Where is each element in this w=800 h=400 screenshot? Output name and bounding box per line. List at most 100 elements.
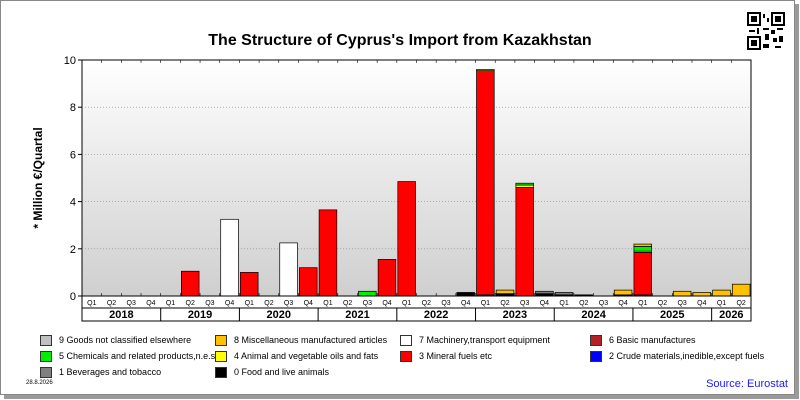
y-tick-label: 2 [70, 244, 76, 256]
y-tick-label: 6 [70, 149, 76, 161]
year-label: 2022 [424, 309, 448, 321]
y-axis-label: * Million €/Quartal [31, 127, 45, 228]
y-tick-label: 8 [70, 102, 76, 114]
legend-label: 0 Food and live animals [234, 367, 330, 377]
x-tick-label: Q2 [736, 300, 745, 307]
x-tick-label: Q3 [127, 300, 136, 307]
x-tick-label: Q4 [540, 300, 549, 307]
x-tick-label: Q1 [87, 300, 96, 307]
x-tick-label: Q4 [618, 300, 627, 307]
bar-segment [633, 251, 652, 296]
bar-segment [515, 187, 534, 297]
x-tick-label: Q1 [402, 300, 411, 307]
x-tick-label: Q3 [284, 300, 293, 307]
legend-label: 3 Mineral fuels etc [419, 351, 493, 361]
x-tick-label: Q3 [441, 300, 450, 307]
bar-segment [633, 246, 652, 252]
legend-swatch [40, 351, 52, 362]
x-tick-label: Q4 [146, 300, 155, 307]
legend-swatch [215, 367, 227, 378]
chart-legend: 9 Goods not classified elsewhere 8 Miscel… [40, 335, 764, 387]
x-tick-label: Q1 [166, 300, 175, 307]
bar-segment [613, 289, 633, 296]
legend-label: 8 Miscellaneous manufactured articles [234, 335, 388, 345]
legend-swatch [590, 335, 602, 346]
year-label: 2026 [719, 309, 743, 321]
x-tick-label: Q3 [599, 300, 608, 307]
legend-swatch [40, 335, 52, 346]
bar-segment [476, 69, 495, 71]
x-tick-label: Q2 [186, 300, 195, 307]
y-tick-label: 10 [64, 55, 76, 67]
x-tick-label: Q4 [304, 300, 313, 307]
bar-segment [358, 290, 377, 297]
x-tick-label: Q1 [717, 300, 726, 307]
legend-swatch [400, 335, 412, 346]
x-tick-label: Q1 [638, 300, 647, 307]
y-axis: 0 2 4 6 8 10 [64, 55, 82, 303]
bar-segment [456, 292, 475, 297]
bar-segment [731, 283, 751, 297]
bar-segment [495, 289, 515, 294]
bar-segment [240, 272, 259, 297]
year-row [81, 307, 752, 322]
quarter-row [81, 295, 752, 309]
qr-code-icon [747, 12, 785, 50]
x-tick-label: Q2 [658, 300, 667, 307]
y-tick-label: 0 [70, 291, 76, 303]
x-tick-label: Q4 [697, 300, 706, 307]
date-label: 28.8.2026 [26, 380, 53, 386]
year-label: 2020 [267, 309, 291, 321]
legend-label: 4 Animal and vegetable oils and fats [234, 351, 379, 361]
legend-label: 2 Crude materials,inedible,except fuels [609, 351, 765, 361]
x-tick-label: Q3 [205, 300, 214, 307]
year-label: 2021 [345, 309, 369, 321]
bar-segment [633, 243, 652, 247]
bar-segment [318, 209, 338, 297]
legend-label: 9 Goods not classified elsewhere [59, 335, 192, 345]
bars-group [181, 69, 751, 297]
x-tick-label: Q2 [422, 300, 431, 307]
bar-segment [692, 292, 712, 297]
x-tick-label: Q2 [264, 300, 273, 307]
x-tick-label: Q1 [245, 300, 254, 307]
x-axis: Q1 Q2 Q3 Q4 Q1 Q2 Q3 Q4 Q1 Q2 Q3 Q4 Q1 Q2 Q3 Q4 Q1 Q2 Q3 Q4… [81, 295, 752, 322]
legend-label: 7 Machinery,transport equipment [419, 335, 550, 345]
x-tick-label: Q1 [559, 300, 568, 307]
chart-title: The Structure of Cyprus's Import from Ka… [208, 32, 592, 49]
bar-segment [554, 292, 574, 296]
x-tick-label: Q2 [579, 300, 588, 307]
bar-segment [397, 181, 416, 297]
x-tick-label: Q3 [363, 300, 372, 307]
year-label: 2019 [188, 309, 212, 321]
source-label: Source: Eurostat [706, 378, 788, 390]
legend-swatch [215, 335, 227, 346]
year-label: 2018 [109, 309, 133, 321]
x-tick-label: Q4 [461, 300, 470, 307]
bar-segment [672, 290, 692, 297]
x-tick-label: Q1 [481, 300, 490, 307]
x-tick-label: Q2 [343, 300, 352, 307]
bar-segment [535, 290, 554, 294]
bar-segment [515, 184, 534, 188]
x-tick-label: Q1 [323, 300, 332, 307]
bar-segment [712, 289, 731, 297]
bar-segment [299, 267, 318, 297]
legend-label: 5 Chemicals and related products,n.e.s. [59, 351, 218, 361]
legend-label: 1 Beverages and tobacco [59, 367, 162, 377]
bar-segment [377, 259, 397, 297]
bar-segment [220, 218, 239, 297]
year-label: 2024 [581, 309, 606, 321]
bar-segment [279, 242, 298, 297]
bar-segment [476, 70, 495, 296]
legend-swatch [40, 367, 52, 378]
x-tick-label: Q3 [520, 300, 529, 307]
legend-swatch [590, 351, 602, 362]
legend-swatch [400, 351, 412, 362]
x-tick-label: Q2 [500, 300, 509, 307]
legend-swatch [215, 351, 227, 362]
bar-segment [181, 270, 200, 297]
x-tick-label: Q2 [107, 300, 116, 307]
x-tick-label: Q4 [225, 300, 234, 307]
